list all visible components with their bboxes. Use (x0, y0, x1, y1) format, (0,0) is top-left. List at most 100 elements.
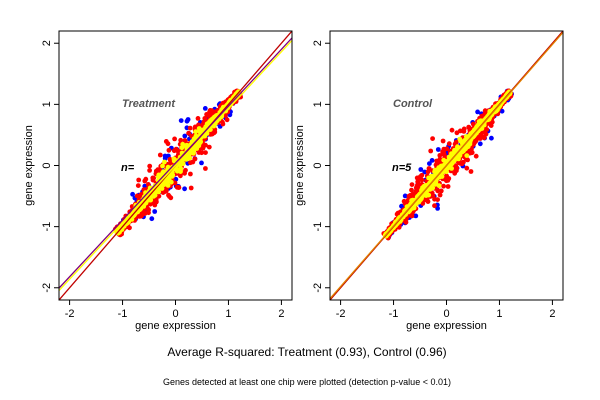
point-red (410, 191, 416, 197)
point-red (468, 169, 474, 174)
fit-line-2 (59, 37, 292, 289)
point-red (203, 166, 208, 171)
point-yellow (427, 186, 433, 192)
point-red (446, 141, 452, 147)
y-tick-label: -2 (41, 283, 53, 293)
point-yellow (464, 153, 470, 159)
point-red (428, 148, 434, 154)
point-red (473, 139, 478, 144)
point-yellow (209, 116, 215, 122)
point-red (142, 178, 148, 184)
point-red (441, 146, 447, 152)
point-red (409, 187, 414, 193)
point-yellow (463, 146, 468, 152)
point-red (196, 150, 202, 155)
point-red (437, 192, 443, 198)
point-yellow (459, 149, 465, 154)
point-red (449, 127, 455, 133)
point-red (444, 178, 449, 184)
point-yellow (168, 179, 174, 185)
panel-title: Control (393, 98, 433, 110)
point-red (419, 177, 425, 183)
point-blue (202, 106, 208, 111)
point-red (453, 139, 459, 145)
point-red (437, 153, 443, 158)
point-red (147, 163, 153, 169)
point-red (414, 175, 420, 181)
point-yellow (159, 186, 165, 191)
x-tick-label: -1 (389, 308, 399, 320)
panel-control: -2 -1 0 1 2 -2 -1 0 1 2 gene expression gene expres… (294, 30, 564, 332)
point-red (444, 173, 449, 179)
point-blue (185, 117, 191, 122)
point-red (172, 136, 178, 142)
point-red (466, 124, 472, 130)
panel-title: Treatment (122, 98, 176, 110)
point-red (150, 175, 156, 181)
x-axis-label: gene expression (406, 320, 487, 332)
point-blue (182, 186, 188, 192)
point-red (473, 153, 479, 159)
point-blue (130, 191, 136, 197)
point-blue (435, 206, 440, 211)
n-annotation: n= (121, 162, 135, 174)
point-red (457, 128, 463, 134)
point-yellow (456, 156, 461, 162)
point-red (195, 116, 201, 121)
point-red (420, 201, 426, 206)
point-red (224, 117, 230, 123)
y-tick-label: -1 (312, 222, 324, 232)
point-blue (149, 216, 155, 222)
point-red (440, 138, 446, 144)
point-red (209, 108, 215, 114)
point-yellow (193, 129, 199, 135)
point-yellow (171, 156, 177, 162)
point-yellow (458, 138, 463, 144)
point-yellow (178, 166, 184, 172)
point-yellow (167, 173, 172, 179)
x-tick-label: -2 (65, 308, 75, 320)
x-tick-label: 2 (278, 308, 284, 320)
point-blue (429, 158, 435, 163)
point-red (406, 193, 412, 199)
x-tick-label: 1 (496, 308, 502, 320)
point-red (187, 125, 193, 131)
y-tick-label: 0 (312, 162, 324, 168)
y-axis-label: gene expression (294, 125, 306, 206)
y-tick-label: -1 (41, 222, 53, 232)
point-red (146, 207, 152, 213)
point-red (171, 148, 177, 154)
point-blue (178, 118, 184, 123)
point-red (186, 130, 192, 136)
point-blue (435, 147, 441, 152)
point-red (432, 203, 437, 209)
x-tick-label: 1 (225, 308, 231, 320)
point-red (203, 150, 208, 156)
point-red (166, 192, 171, 198)
caption: Average R-squared: Treatment (0.93), Con… (167, 345, 446, 359)
y-tick-label: -2 (312, 283, 324, 293)
point-yellow (156, 172, 162, 178)
point-yellow (162, 159, 167, 165)
point-red (220, 121, 226, 127)
point-red (183, 167, 188, 173)
point-yellow (465, 136, 471, 142)
point-red (206, 144, 212, 150)
point-blue (418, 167, 424, 172)
point-red (178, 137, 184, 143)
point-yellow (455, 144, 460, 150)
fit-line-1 (59, 39, 292, 292)
x-axis-label: gene expression (135, 320, 216, 332)
point-red (174, 184, 180, 190)
point-red (430, 193, 436, 199)
point-red (461, 129, 467, 134)
point-blue (489, 135, 494, 141)
point-red (188, 185, 194, 191)
x-tick-label: 0 (172, 308, 178, 320)
point-blue (427, 161, 432, 167)
point-red (157, 152, 163, 158)
x-tick-label: -1 (118, 308, 128, 320)
point-yellow (475, 123, 481, 128)
fit-lines (59, 31, 292, 300)
